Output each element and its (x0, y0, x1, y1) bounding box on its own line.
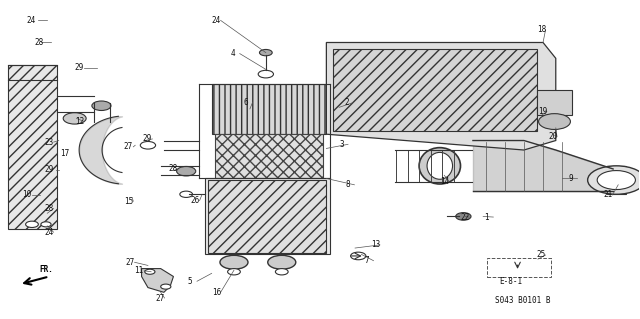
Text: 24: 24 (27, 16, 36, 25)
Circle shape (140, 141, 156, 149)
Circle shape (351, 252, 366, 260)
Text: 23: 23 (45, 137, 54, 147)
Text: 24: 24 (212, 16, 221, 25)
Text: 26: 26 (191, 196, 200, 205)
Text: 27: 27 (156, 293, 165, 302)
Circle shape (26, 221, 38, 227)
Text: 29: 29 (75, 63, 84, 72)
Text: 18: 18 (537, 25, 546, 34)
Text: 29: 29 (45, 165, 54, 174)
Text: 20: 20 (548, 132, 557, 141)
Text: 16: 16 (212, 288, 221, 297)
FancyBboxPatch shape (209, 180, 326, 253)
FancyBboxPatch shape (215, 134, 323, 178)
FancyBboxPatch shape (333, 49, 537, 131)
Text: 4: 4 (231, 49, 236, 58)
Circle shape (228, 269, 241, 275)
Ellipse shape (419, 148, 461, 184)
Text: 9: 9 (568, 174, 573, 183)
Text: 6: 6 (244, 98, 248, 107)
Text: 7: 7 (365, 256, 369, 265)
Text: E-8-1: E-8-1 (500, 277, 523, 286)
Circle shape (177, 167, 196, 176)
Text: 28: 28 (45, 204, 54, 213)
Circle shape (161, 284, 171, 289)
Polygon shape (141, 269, 173, 292)
Bar (205, 178, 330, 254)
Text: 21: 21 (604, 190, 613, 199)
Text: 25: 25 (537, 250, 546, 259)
Circle shape (145, 269, 155, 274)
Circle shape (92, 101, 111, 110)
Circle shape (180, 191, 193, 197)
Text: 10: 10 (22, 190, 31, 199)
Circle shape (539, 114, 570, 130)
Bar (487, 257, 550, 277)
Text: 28: 28 (168, 165, 177, 174)
Text: 29: 29 (143, 134, 152, 144)
Circle shape (588, 166, 640, 194)
Text: 14: 14 (440, 176, 449, 186)
Ellipse shape (427, 152, 452, 179)
Text: 27: 27 (124, 142, 133, 151)
Circle shape (259, 49, 272, 56)
Text: 13: 13 (371, 241, 380, 249)
Text: 24: 24 (45, 228, 54, 237)
Text: 3: 3 (339, 140, 344, 149)
Circle shape (456, 213, 471, 220)
Circle shape (268, 255, 296, 269)
Text: 27: 27 (125, 258, 135, 267)
Text: 17: 17 (60, 149, 69, 158)
Text: 5: 5 (188, 277, 192, 286)
Bar (537, 90, 572, 115)
Bar (607, 166, 626, 194)
FancyBboxPatch shape (212, 84, 326, 134)
Circle shape (63, 113, 86, 124)
Text: 28: 28 (35, 38, 44, 47)
Circle shape (258, 70, 273, 78)
Text: S043 B0101 B: S043 B0101 B (495, 296, 551, 305)
Text: 22: 22 (460, 212, 469, 222)
Text: 2: 2 (344, 98, 349, 107)
Text: 12: 12 (75, 117, 84, 126)
Circle shape (41, 222, 51, 227)
Text: 19: 19 (538, 107, 547, 116)
Text: 1: 1 (484, 212, 489, 222)
FancyBboxPatch shape (8, 65, 58, 229)
Polygon shape (326, 42, 556, 150)
Text: 8: 8 (346, 180, 350, 189)
Text: 11: 11 (134, 266, 143, 275)
Text: 15: 15 (124, 197, 133, 206)
Circle shape (597, 171, 636, 189)
Text: FR.: FR. (40, 265, 54, 274)
Circle shape (220, 255, 248, 269)
Circle shape (275, 269, 288, 275)
